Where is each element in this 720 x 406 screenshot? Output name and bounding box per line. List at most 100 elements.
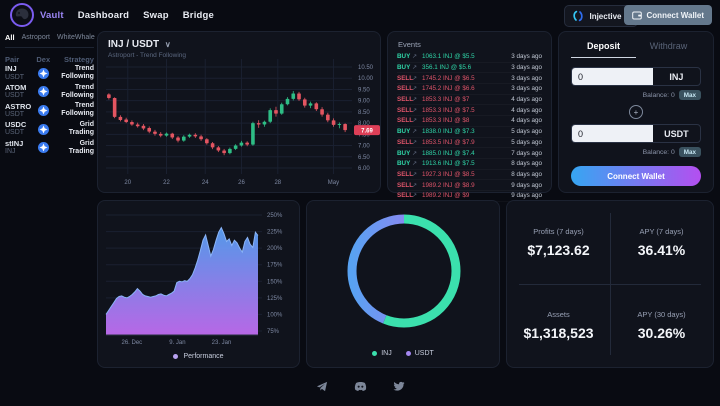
col-strategy: Strategy: [63, 55, 94, 64]
external-link-icon[interactable]: ↗: [412, 65, 418, 72]
vault-row[interactable]: INJ USDT Trend Following: [5, 64, 94, 83]
event-amount: 1927.3 INJ @ $8.5: [422, 170, 475, 178]
dex-cell: [32, 123, 55, 135]
usdt-amount-input[interactable]: [572, 125, 653, 142]
svg-text:9. Jan: 9. Jan: [169, 340, 185, 346]
wallet-icon: [631, 11, 642, 19]
stats-horizontal-divider: [519, 284, 701, 285]
external-link-icon[interactable]: ↗: [412, 54, 418, 61]
event-side: BUY: [397, 53, 411, 61]
pair-selector[interactable]: INJ / USDT ∨: [108, 39, 186, 50]
svg-text:125%: 125%: [267, 296, 283, 302]
performance-legend-dot: [173, 354, 179, 359]
event-row: SELL ↗ 1745.2 INJ @ $6.6 3 days ago: [397, 84, 542, 95]
stats-grid: Profits (7 days) $7,123.62 APY (7 days) …: [507, 201, 713, 367]
external-link-icon[interactable]: ↗: [412, 75, 418, 82]
stat-profits-label: Profits (7 days): [533, 227, 584, 236]
app-logo-panther-icon[interactable]: [10, 3, 34, 27]
connect-wallet-gradient-button[interactable]: Connect Wallet: [571, 166, 701, 186]
deposit-withdraw-tabs: Deposit Withdraw: [571, 41, 701, 58]
svg-text:26. Dec: 26. Dec: [121, 340, 142, 346]
external-link-icon[interactable]: ↗: [412, 86, 418, 93]
strategy-cell: Trend Following: [61, 65, 94, 81]
event-side: BUY: [397, 149, 411, 157]
external-link-icon[interactable]: ↗: [412, 182, 418, 189]
svg-text:9.50: 9.50: [358, 87, 370, 93]
tab-astroport[interactable]: Astroport: [21, 34, 50, 41]
strategy-subtitle: Astroport - Trend Following: [108, 52, 187, 59]
events-title: Events: [398, 40, 421, 49]
nav-swap[interactable]: Swap: [143, 9, 169, 21]
network-label: Injective: [589, 11, 622, 21]
tab-deposit[interactable]: Deposit: [571, 41, 636, 58]
tab-withdraw[interactable]: Withdraw: [649, 41, 688, 51]
event-row: BUY ↗ 1885.0 INJ @ $7.4 7 days ago: [397, 148, 542, 159]
event-side: SELL: [397, 117, 414, 125]
vault-row[interactable]: ATOM USDT Trend Following: [5, 83, 94, 102]
inj-legend-label: INJ: [381, 350, 392, 357]
nav-bridge[interactable]: Bridge: [182, 9, 215, 21]
nav-dashboard[interactable]: Dashboard: [77, 9, 130, 21]
twitter-icon[interactable]: [393, 381, 405, 392]
inj-legend-dot: [372, 351, 378, 356]
vault-row[interactable]: USDC USDT Grid Trading: [5, 120, 94, 139]
external-link-icon[interactable]: ↗: [412, 139, 418, 146]
event-time: 3 days ago: [511, 74, 542, 82]
vault-row[interactable]: stINJ INJ Grid Trading: [5, 138, 94, 157]
nav-vault[interactable]: Vault: [40, 9, 64, 21]
legend-usdt[interactable]: USDT: [405, 350, 434, 357]
connect-wallet-label: Connect Wallet: [646, 10, 704, 20]
stat-apy-7d-value: 36.41%: [637, 242, 686, 258]
performance-area-chart: 250% 225% 200% 175% 150% 125% 100% 75% 26. Dec 9.…: [105, 213, 283, 346]
tab-whitewhale[interactable]: WhiteWhale: [57, 34, 95, 41]
event-row: SELL ↗ 1989.2 INJ @ $9 9 days ago: [397, 191, 542, 202]
external-link-icon[interactable]: ↗: [412, 161, 418, 168]
external-link-icon[interactable]: ↗: [412, 107, 418, 114]
dex-cell: [32, 86, 55, 98]
external-link-icon[interactable]: ↗: [412, 118, 418, 125]
usdt-balance-row: Balance: 0 Max: [571, 147, 701, 157]
svg-text:75%: 75%: [267, 329, 280, 335]
svg-text:150%: 150%: [267, 279, 283, 285]
telegram-icon[interactable]: [316, 381, 328, 392]
stat-apy-7d-label: APY (7 days): [639, 227, 684, 236]
event-row: BUY ↗ 1913.6 INJ @ $7.5 8 days ago: [397, 159, 542, 170]
vault-row[interactable]: ASTRO USDT Trend Following: [5, 101, 94, 120]
event-side: SELL: [397, 85, 414, 93]
svg-text:7.69: 7.69: [361, 129, 373, 135]
pair-cell: INJ USDT: [5, 65, 32, 81]
event-side: BUY: [397, 64, 411, 72]
main-nav: Vault Dashboard Swap Bridge: [40, 0, 214, 30]
event-side: SELL: [397, 181, 414, 189]
legend-inj[interactable]: INJ: [372, 350, 392, 357]
astroport-dex-icon: [37, 142, 49, 154]
inj-max-button[interactable]: Max: [678, 90, 701, 100]
vault-table-header: Pair Dex Strategy: [5, 55, 94, 64]
sidebar-divider: [5, 47, 94, 48]
tab-all[interactable]: All: [5, 33, 15, 42]
usdt-max-button[interactable]: Max: [678, 147, 701, 157]
external-link-icon[interactable]: ↗: [412, 193, 418, 200]
event-row: SELL ↗ 1927.3 INJ @ $8.5 8 days ago: [397, 170, 542, 181]
event-amount: 1838.0 INJ @ $7.3: [422, 128, 475, 136]
svg-text:200%: 200%: [267, 246, 283, 252]
external-link-icon[interactable]: ↗: [412, 150, 418, 157]
discord-icon[interactable]: [354, 381, 367, 392]
performance-legend[interactable]: Performance: [98, 353, 299, 360]
event-amount: 1853.3 INJ @ $8: [422, 117, 470, 125]
event-side: SELL: [397, 96, 414, 104]
external-link-icon[interactable]: ↗: [412, 129, 418, 136]
external-link-icon[interactable]: ↗: [412, 171, 418, 178]
pair-base: USDC: [5, 120, 27, 130]
event-row: BUY ↗ 356.1 INJ @ $5.6 3 days ago: [397, 63, 542, 74]
chart-header: INJ / USDT ∨ Astroport - Trend Following: [108, 39, 186, 59]
event-amount: 1989.2 INJ @ $9: [422, 192, 470, 200]
stat-apy-7d: APY (7 days) 36.41%: [610, 201, 713, 284]
inj-amount-input[interactable]: [572, 68, 653, 85]
connect-wallet-button[interactable]: Connect Wallet: [623, 5, 712, 25]
deposit-withdraw-panel: Deposit Withdraw INJ Balance: 0 Max + US…: [558, 31, 714, 193]
usdt-token-label: USDT: [664, 128, 689, 139]
svg-text:8.50: 8.50: [358, 110, 370, 116]
external-link-icon[interactable]: ↗: [412, 97, 418, 104]
event-side: SELL: [397, 74, 414, 82]
